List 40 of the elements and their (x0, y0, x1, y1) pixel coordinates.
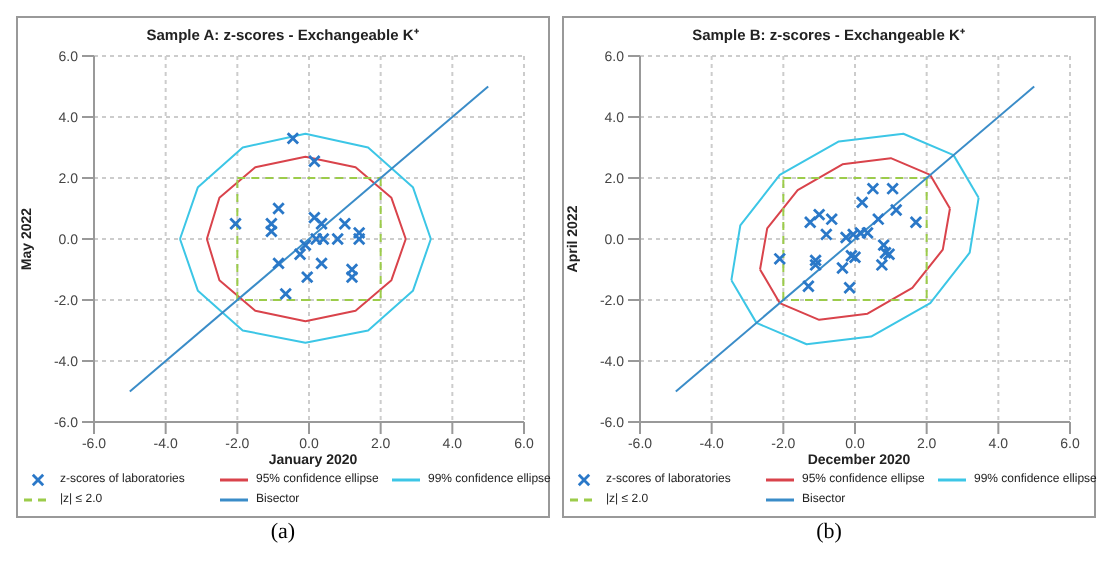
point (338, 217, 352, 231)
point (875, 258, 889, 272)
point (844, 249, 859, 263)
point (264, 217, 278, 231)
point (352, 232, 366, 246)
point (808, 253, 823, 267)
point (803, 215, 817, 229)
point (886, 182, 900, 196)
point (808, 258, 823, 272)
point (352, 226, 366, 240)
point (228, 217, 243, 231)
point (300, 270, 314, 284)
point (307, 211, 321, 225)
point (345, 262, 359, 277)
point (819, 227, 833, 242)
point (271, 201, 286, 216)
text: (b) (816, 520, 842, 544)
point (909, 215, 923, 229)
point (848, 250, 862, 264)
point (279, 287, 293, 301)
point (835, 261, 850, 275)
point (871, 212, 885, 226)
point (866, 182, 880, 196)
text: (a) (270, 520, 296, 544)
point (286, 131, 300, 145)
point (801, 279, 816, 293)
point (877, 238, 891, 252)
point (882, 247, 896, 261)
point (889, 203, 903, 217)
point (345, 270, 359, 284)
point (271, 256, 286, 270)
point (878, 246, 893, 260)
point (773, 252, 787, 266)
point (314, 217, 329, 231)
point (307, 154, 321, 168)
point (314, 256, 329, 270)
point (293, 247, 307, 261)
point (855, 195, 869, 209)
point (264, 224, 278, 238)
point (843, 281, 857, 295)
